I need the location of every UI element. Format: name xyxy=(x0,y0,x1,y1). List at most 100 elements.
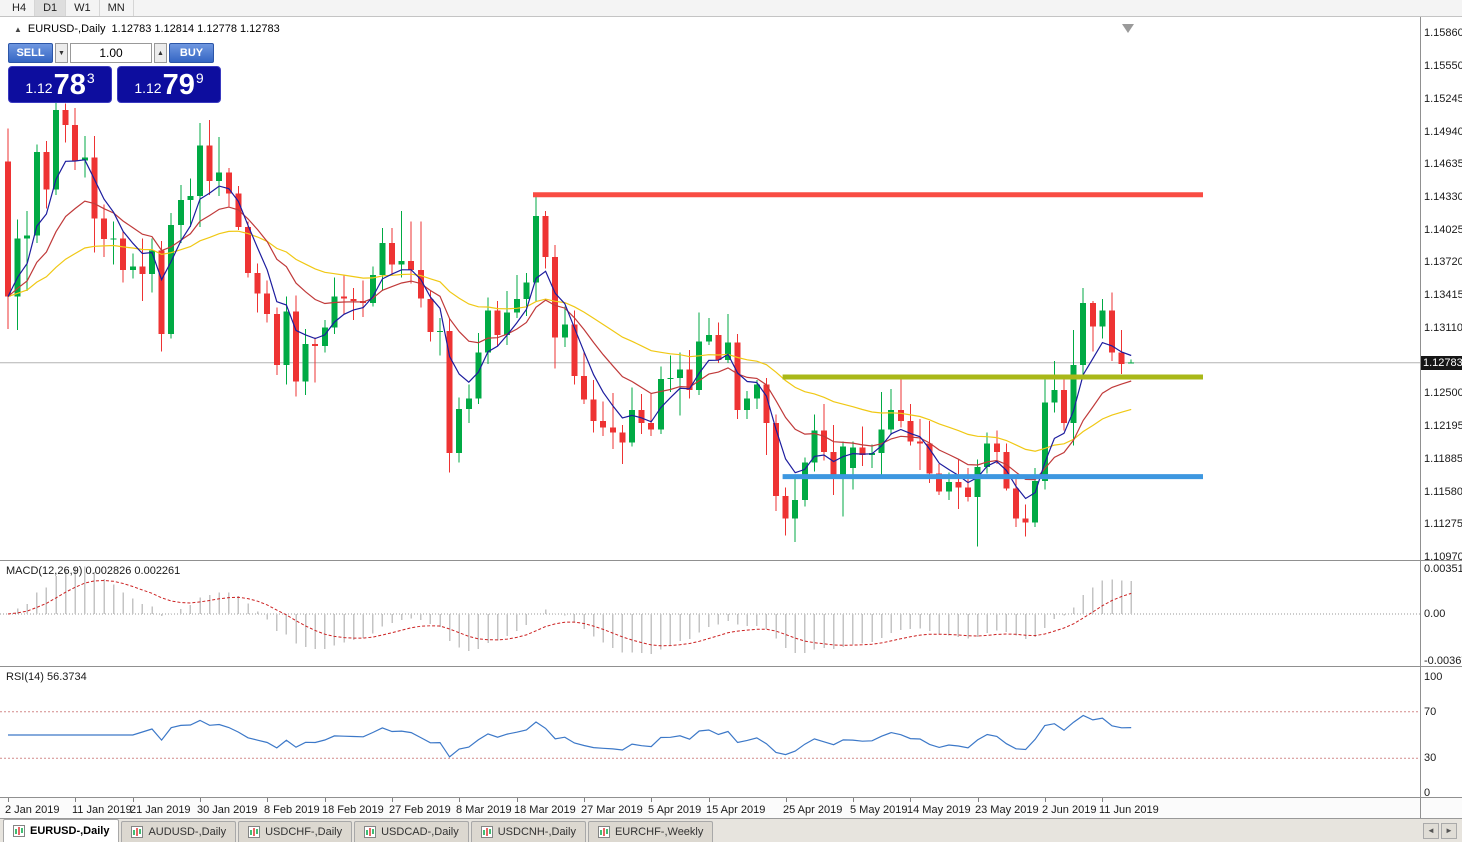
chart-tab-usdcad-daily[interactable]: USDCAD-,Daily xyxy=(354,821,469,842)
sell-price-point: 3 xyxy=(86,70,95,86)
mini-chart-icon xyxy=(131,826,144,838)
time-axis-tick xyxy=(459,798,460,802)
macd-label: MACD(12,26,9) 0.002826 0.002261 xyxy=(6,565,181,577)
one-click-collapse-icon[interactable]: ▲ xyxy=(14,24,22,34)
chart-tab-label: USDCHF-,Daily xyxy=(265,826,343,838)
macd-indicator-panel[interactable]: MACD(12,26,9) 0.002826 0.002261 xyxy=(0,560,1420,666)
macd-scale[interactable]: 0.003518 0.00 -0.00367 xyxy=(1421,560,1462,667)
price-scale-label: 1.15550 xyxy=(1424,60,1462,72)
price-scale-label: 1.15860 xyxy=(1424,27,1462,39)
tab-navigation: ◄ ► xyxy=(1423,823,1462,842)
trade-controls-row: SELL ▼ ▲ BUY xyxy=(8,43,221,63)
quote-displays: 1.12 78 3 1.12 79 9 xyxy=(8,66,221,103)
mini-chart-icon xyxy=(248,826,261,838)
timeframe-button-mn[interactable]: MN xyxy=(100,0,134,16)
time-axis-label: 8 Feb 2019 xyxy=(264,804,320,816)
price-scale-label: 1.13720 xyxy=(1424,256,1462,268)
mini-chart-icon xyxy=(480,826,493,838)
price-scale-label: 1.14635 xyxy=(1424,158,1462,170)
rsi-scale[interactable]: 100 70 30 0 xyxy=(1421,666,1462,799)
rsi-scale-label: 100 xyxy=(1424,671,1443,683)
price-scale-label: 1.14025 xyxy=(1424,224,1462,236)
time-axis-tick xyxy=(584,798,585,802)
time-axis-tick xyxy=(709,798,710,802)
macd-chart-canvas[interactable] xyxy=(0,561,1420,666)
chart-tab-label: USDCAD-,Daily xyxy=(381,826,459,838)
rsi-scale-label: 30 xyxy=(1424,752,1437,764)
mini-chart-icon xyxy=(13,825,25,837)
time-axis-tick xyxy=(75,798,76,802)
rsi-chart-canvas[interactable] xyxy=(0,667,1420,797)
buy-price-display[interactable]: 1.12 79 9 xyxy=(117,66,221,103)
rsi-scale-label: 70 xyxy=(1424,706,1437,718)
sell-price-base: 1.12 xyxy=(25,80,53,96)
volume-decrease-button[interactable]: ▼ xyxy=(55,43,68,63)
buy-button[interactable]: BUY xyxy=(169,43,214,63)
time-axis-label: 27 Mar 2019 xyxy=(581,804,643,816)
time-axis-tick xyxy=(325,798,326,802)
tabs-scroll-left-icon[interactable]: ◄ xyxy=(1423,823,1439,839)
time-axis-tick xyxy=(392,798,393,802)
timeframe-button-group: H4 D1 W1 MN xyxy=(4,0,134,16)
chart-tab-usdcnh-daily[interactable]: USDCNH-,Daily xyxy=(470,821,586,842)
time-axis-label: 18 Mar 2019 xyxy=(514,804,576,816)
scale-column: 1.15860 1.15550 1.15245 1.14940 1.14635 1.143… xyxy=(1420,17,1462,818)
chart-tab-label: AUDUSD-,Daily xyxy=(148,826,227,838)
buy-price-base: 1.12 xyxy=(134,80,162,96)
price-chart-canvas[interactable] xyxy=(0,17,1420,560)
sell-price-pips: 78 xyxy=(53,69,86,101)
time-axis-label: 21 Jan 2019 xyxy=(130,804,191,816)
time-axis-tick xyxy=(651,798,652,802)
time-axis-label: 2 Jun 2019 xyxy=(1042,804,1097,816)
chart-tab-eurusd-daily[interactable]: EURUSD-,Daily xyxy=(3,819,120,842)
chart-title: ▲ EURUSD-,Daily 1.12783 1.12814 1.12778 … xyxy=(14,23,280,35)
macd-scale-label: 0.003518 xyxy=(1424,563,1462,575)
price-scale-label: 1.14940 xyxy=(1424,126,1462,138)
time-axis-label: 11 Jun 2019 xyxy=(1099,804,1159,816)
chart-symbol-label: EURUSD-,Daily xyxy=(27,23,106,35)
chart-tab-usdchf-daily[interactable]: USDCHF-,Daily xyxy=(238,821,353,842)
price-scale-label: 1.13110 xyxy=(1424,322,1462,334)
chart-tab-audusd-daily[interactable]: AUDUSD-,Daily xyxy=(121,821,237,842)
timeframe-button-w1[interactable]: W1 xyxy=(66,0,100,16)
time-axis[interactable]: 2 Jan 2019 11 Jan 2019 21 Jan 2019 30 Jan 2… xyxy=(0,797,1420,818)
price-scale-label: 1.11275 xyxy=(1424,518,1462,530)
timeframe-toolbar: H4 D1 W1 MN xyxy=(0,0,1462,17)
tabs-scroll-right-icon[interactable]: ► xyxy=(1441,823,1457,839)
sell-button[interactable]: SELL xyxy=(8,43,53,63)
sell-price-display[interactable]: 1.12 78 3 xyxy=(8,66,112,103)
time-axis-label: 5 May 2019 xyxy=(850,804,908,816)
price-scale-label: 1.11885 xyxy=(1424,453,1462,465)
chart-tab-list: EURUSD-,Daily AUDUSD-,Daily USDCHF-,Daily U… xyxy=(3,819,715,842)
timeframe-button-d1[interactable]: D1 xyxy=(35,0,67,16)
timeframe-button-h4[interactable]: H4 xyxy=(4,0,36,16)
chart-shift-marker[interactable] xyxy=(1122,24,1134,33)
chart-tab-label: USDCNH-,Daily xyxy=(497,826,576,838)
one-click-trading-panel: SELL ▼ ▲ BUY 1.12 78 3 1.12 79 9 xyxy=(8,43,221,103)
time-axis-label: 11 Jan 2019 xyxy=(72,804,132,816)
macd-scale-label: -0.00367 xyxy=(1424,655,1462,667)
volume-increase-button[interactable]: ▲ xyxy=(154,43,167,63)
time-axis-tick xyxy=(1102,798,1103,802)
rsi-indicator-panel[interactable]: RSI(14) 56.3734 xyxy=(0,666,1420,797)
price-scale-label: 1.14330 xyxy=(1424,191,1462,203)
time-axis-label: 2 Jan 2019 xyxy=(5,804,60,816)
chart-tab-eurchf-weekly[interactable]: EURCHF-,Weekly xyxy=(587,821,714,842)
chart-tab-label: EURCHF-,Weekly xyxy=(614,826,704,838)
time-axis-tick xyxy=(978,798,979,802)
volume-input[interactable] xyxy=(70,43,152,63)
time-axis-tick xyxy=(786,798,787,802)
time-axis-label: 23 May 2019 xyxy=(975,804,1039,816)
buy-price-point: 9 xyxy=(195,70,204,86)
time-axis-tick xyxy=(910,798,911,802)
price-scale[interactable]: 1.15860 1.15550 1.15245 1.14940 1.14635 1.143… xyxy=(1421,17,1462,563)
price-scale-label: 1.12500 xyxy=(1424,387,1462,399)
rsi-scale-label: 0 xyxy=(1424,787,1431,799)
price-scale-label: 1.11580 xyxy=(1424,486,1462,498)
time-axis-label: 8 Mar 2019 xyxy=(456,804,512,816)
time-axis-tick xyxy=(1045,798,1046,802)
time-axis-tick xyxy=(517,798,518,802)
buy-price-pips: 79 xyxy=(162,69,195,101)
main-chart-panel[interactable]: ▲ EURUSD-,Daily 1.12783 1.12814 1.12778 … xyxy=(0,17,1420,560)
